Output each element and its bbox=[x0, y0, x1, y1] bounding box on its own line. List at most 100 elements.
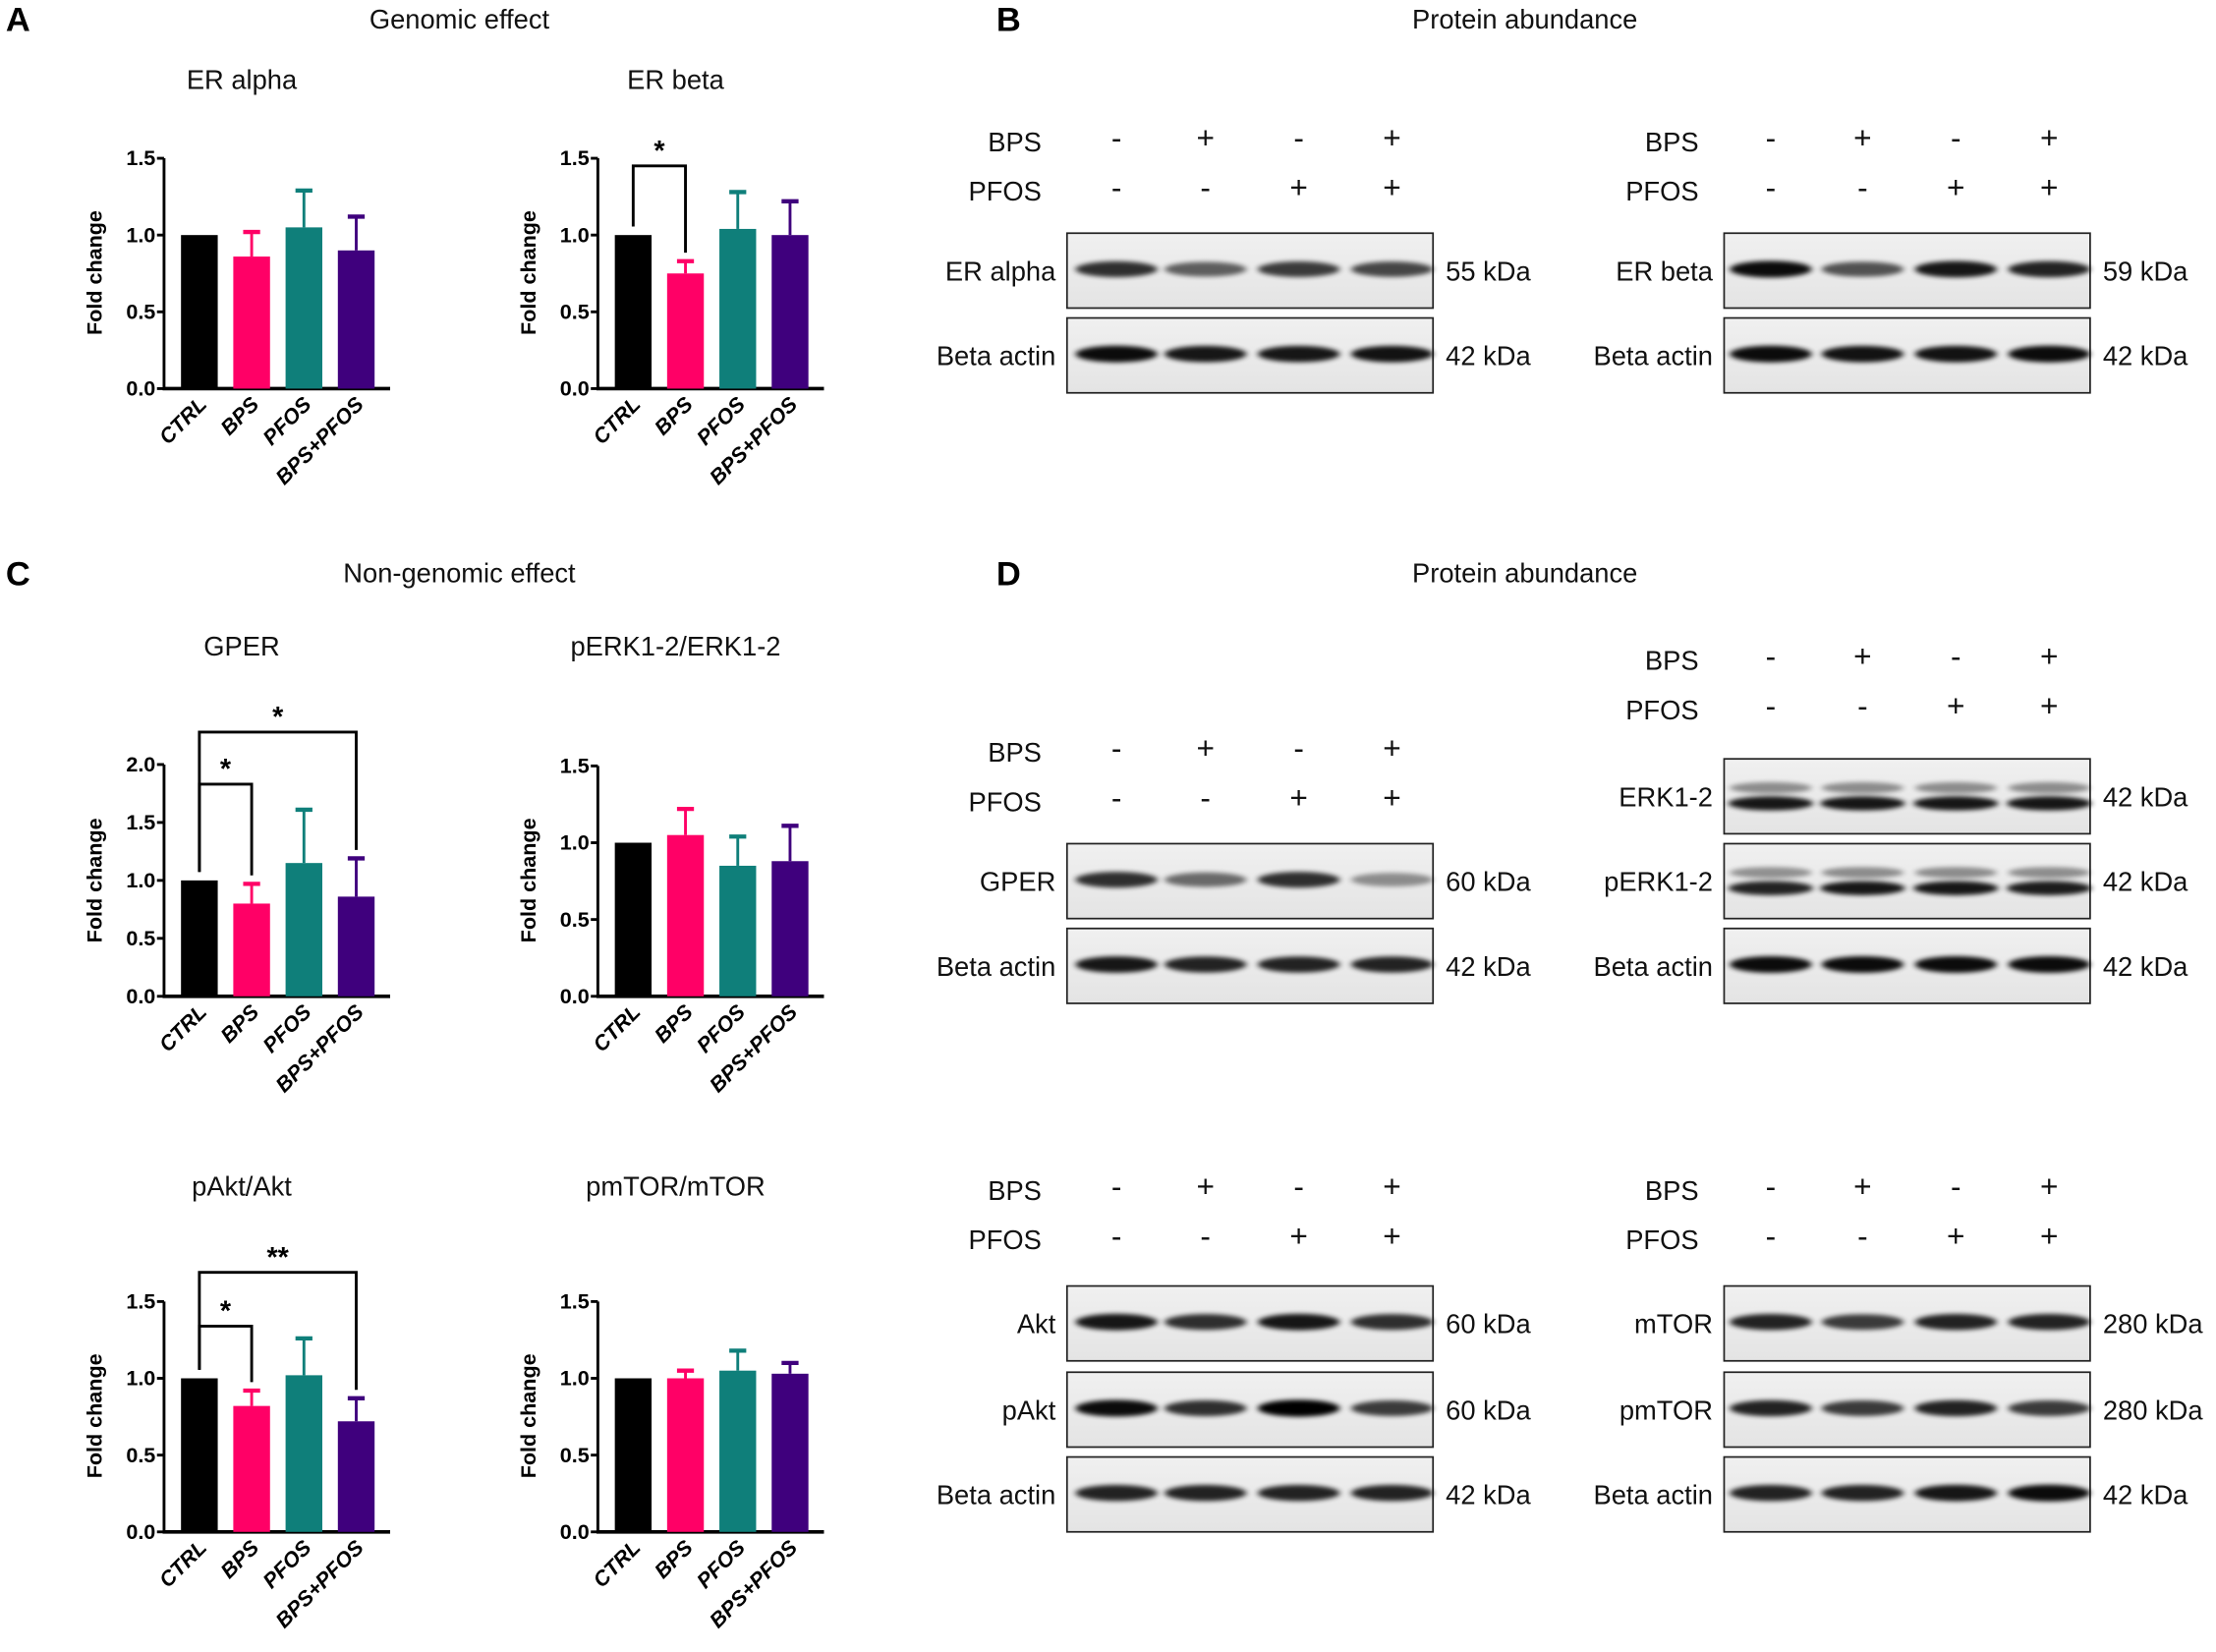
protein-band bbox=[1730, 1314, 1812, 1331]
chart-title: ER alpha bbox=[187, 65, 298, 95]
section-title-nongenomic: Non-genomic effect bbox=[343, 557, 576, 588]
protein-band bbox=[1075, 345, 1158, 363]
pfos-label: PFOS bbox=[1625, 695, 1698, 725]
protein-band bbox=[2008, 867, 2090, 879]
pfos-sign: - bbox=[1111, 169, 1122, 204]
bps-sign: + bbox=[1853, 1168, 1871, 1204]
protein-band bbox=[1165, 261, 1247, 277]
bar-pfos bbox=[285, 863, 322, 997]
y-tick-label: 1.5 bbox=[126, 810, 155, 834]
bar-bps bbox=[233, 1405, 270, 1532]
pfos-label: PFOS bbox=[969, 1225, 1042, 1255]
western-blot-3: BPS PFOS - - + - - + + + GPER 60 kDa Beta actin 42 kD… bbox=[937, 730, 1532, 1004]
pfos-label: PFOS bbox=[969, 176, 1042, 206]
bps-sign: - bbox=[1293, 120, 1304, 155]
significance-label: * bbox=[220, 754, 232, 785]
pfos-sign: + bbox=[2040, 1218, 2058, 1253]
y-tick-label: 1.5 bbox=[560, 1289, 590, 1314]
protein-band bbox=[1914, 867, 1997, 879]
blot-row-label: mTOR bbox=[1634, 1309, 1713, 1339]
bar-ctrl bbox=[181, 880, 218, 997]
blot-row-er-beta: ER beta 59 kDa bbox=[1616, 232, 2188, 310]
bar-ctrl bbox=[614, 1378, 653, 1532]
molecular-weight-label: 280 kDa bbox=[2103, 1395, 2204, 1425]
pfos-label: PFOS bbox=[1625, 1225, 1698, 1255]
section-title-genomic: Genomic effect bbox=[369, 4, 550, 34]
blot-row-beta-actin: Beta actin 42 kDa bbox=[937, 316, 1532, 394]
protein-band bbox=[1728, 796, 1814, 811]
protein-band bbox=[1821, 1314, 1904, 1331]
blot-row-label: Akt bbox=[1017, 1309, 1056, 1339]
significance-label: * bbox=[220, 1296, 232, 1328]
chart-title: pmTOR/mTOR bbox=[586, 1171, 766, 1202]
bar-bps-pfos bbox=[771, 861, 809, 997]
x-tick-label: CTRL bbox=[588, 392, 645, 449]
protein-band bbox=[1165, 345, 1247, 363]
protein-band bbox=[2007, 881, 2092, 895]
y-axis-label: Fold change bbox=[516, 818, 540, 942]
pfos-sign: + bbox=[1289, 1218, 1307, 1253]
significance-bracket bbox=[198, 730, 358, 873]
pfos-sign: - bbox=[1857, 688, 1868, 723]
protein-band bbox=[1165, 1399, 1247, 1417]
chart-title: ER beta bbox=[627, 65, 724, 95]
bar-ctrl bbox=[181, 1378, 218, 1532]
protein-band bbox=[1075, 260, 1158, 277]
bps-label: BPS bbox=[1645, 127, 1699, 157]
panel-letter-b: B bbox=[996, 2, 1021, 39]
bps-sign: - bbox=[1293, 730, 1304, 766]
bar-pfos bbox=[719, 228, 757, 389]
bps-sign: - bbox=[1766, 639, 1777, 674]
protein-band bbox=[1075, 1313, 1158, 1331]
blot-row-mtor: mTOR 280 kDa bbox=[1634, 1284, 2203, 1362]
protein-band bbox=[1257, 261, 1340, 277]
bar-bps-pfos bbox=[337, 1421, 375, 1532]
molecular-weight-label: 42 kDa bbox=[2103, 1480, 2188, 1510]
blot-row-label: ER alpha bbox=[945, 256, 1056, 286]
y-tick-label: 1.0 bbox=[560, 222, 590, 247]
pfos-sign: - bbox=[1200, 780, 1211, 816]
chart-title: GPER bbox=[203, 631, 279, 661]
protein-band bbox=[1350, 1314, 1434, 1331]
protein-band bbox=[1914, 1484, 1997, 1502]
bps-label: BPS bbox=[1645, 1175, 1699, 1206]
protein-band bbox=[1730, 781, 1812, 794]
blot-row-label: GPER bbox=[980, 867, 1055, 897]
pfos-sign: - bbox=[1111, 780, 1122, 816]
blot-row-label: Beta actin bbox=[1593, 1480, 1712, 1510]
bps-sign: + bbox=[1196, 120, 1214, 155]
protein-band bbox=[2008, 781, 2090, 794]
protein-band bbox=[1730, 867, 1812, 879]
blot-row-label: ER beta bbox=[1616, 256, 1713, 286]
bps-sign: - bbox=[1766, 120, 1777, 155]
molecular-weight-label: 42 kDa bbox=[2103, 867, 2188, 897]
chart-title: pERK1-2/ERK1-2 bbox=[570, 631, 780, 661]
bps-sign: + bbox=[1383, 1168, 1400, 1204]
bps-sign: - bbox=[1951, 639, 1961, 674]
protein-band bbox=[1820, 881, 1905, 895]
blot-row-label: pAkt bbox=[1002, 1395, 1056, 1425]
blot-row-gper: GPER 60 kDa bbox=[980, 842, 1532, 920]
protein-band bbox=[1821, 261, 1904, 277]
bps-sign: - bbox=[1293, 1168, 1304, 1204]
protein-band bbox=[1821, 955, 1904, 973]
pfos-sign: + bbox=[1289, 169, 1307, 204]
molecular-weight-label: 42 kDa bbox=[1446, 341, 1531, 371]
bar-pfos bbox=[285, 1375, 322, 1532]
bar-bps-pfos bbox=[771, 235, 809, 389]
blot-row-beta-actin: Beta actin 42 kDa bbox=[937, 1455, 1532, 1533]
blot-row-erk1-2: ERK1-2 42 kDa bbox=[1619, 758, 2188, 835]
protein-band bbox=[1821, 345, 1904, 363]
significance-label: * bbox=[653, 136, 665, 167]
significance-bracket bbox=[198, 1324, 254, 1383]
y-axis-label: Fold change bbox=[83, 1353, 107, 1478]
molecular-weight-label: 42 kDa bbox=[1446, 1480, 1531, 1510]
protein-band bbox=[2008, 1484, 2090, 1502]
bar-bps-pfos bbox=[337, 250, 375, 389]
section-title-protein-d: Protein abundance bbox=[1412, 557, 1637, 588]
western-blot-1: BPS PFOS - - + - - + + + ER alpha 55 kDa Beta actin 4… bbox=[937, 120, 1532, 394]
protein-band bbox=[1913, 796, 1999, 811]
protein-band bbox=[1821, 1485, 1904, 1502]
